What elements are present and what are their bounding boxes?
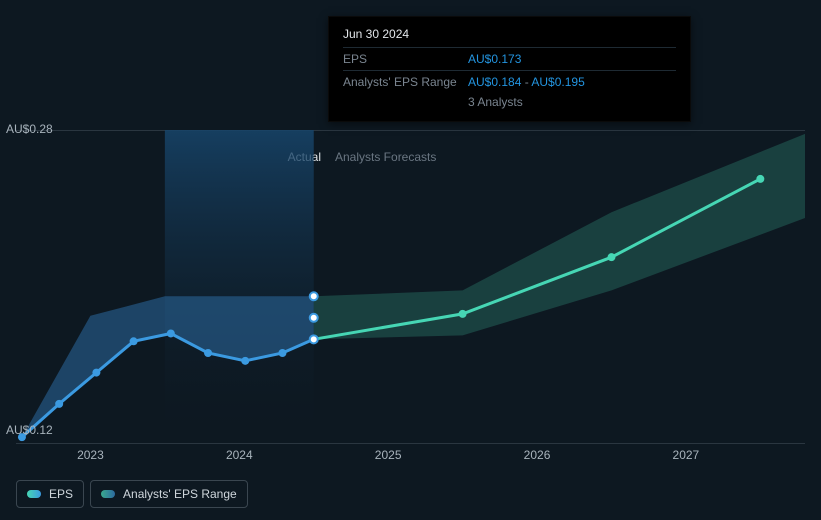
legend-swatch-eps <box>27 490 41 498</box>
tooltip-analyst-count: 3 Analysts <box>343 95 676 109</box>
tooltip: Jun 30 2024 EPS AU$0.173 Analysts' EPS R… <box>328 16 691 122</box>
tooltip-range-hi: AU$0.195 <box>531 75 584 89</box>
x-tick-2027: 2027 <box>673 448 700 462</box>
x-tick-2024: 2024 <box>226 448 253 462</box>
legend-item-range[interactable]: Analysts' EPS Range <box>90 480 248 508</box>
x-tick-2026: 2026 <box>524 448 551 462</box>
chart-container: AU$0.28 AU$0.12 Actual Analysts Forecast… <box>0 0 821 520</box>
y-tick-low: AU$0.12 <box>6 423 53 437</box>
legend: EPS Analysts' EPS Range <box>16 480 248 508</box>
tooltip-date: Jun 30 2024 <box>343 27 676 41</box>
tooltip-row-range: Analysts' EPS Range AU$0.184 - AU$0.195 <box>343 70 676 93</box>
tooltip-key-eps: EPS <box>343 52 468 66</box>
legend-swatch-range <box>101 490 115 498</box>
gridline-bottom <box>16 443 805 444</box>
tooltip-row-eps: EPS AU$0.173 <box>343 47 676 70</box>
x-axis: 2023 2024 2025 2026 2027 <box>16 448 805 468</box>
tooltip-key-range: Analysts' EPS Range <box>343 75 468 89</box>
legend-item-eps[interactable]: EPS <box>16 480 84 508</box>
legend-label-eps: EPS <box>49 487 73 501</box>
x-tick-2023: 2023 <box>77 448 104 462</box>
legend-label-range: Analysts' EPS Range <box>123 487 237 501</box>
tooltip-val-range: AU$0.184 - AU$0.195 <box>468 75 585 89</box>
chart-svg[interactable] <box>16 130 805 443</box>
tooltip-range-lo: AU$0.184 <box>468 75 521 89</box>
tooltip-val-eps: AU$0.173 <box>468 52 521 66</box>
x-tick-2025: 2025 <box>375 448 402 462</box>
